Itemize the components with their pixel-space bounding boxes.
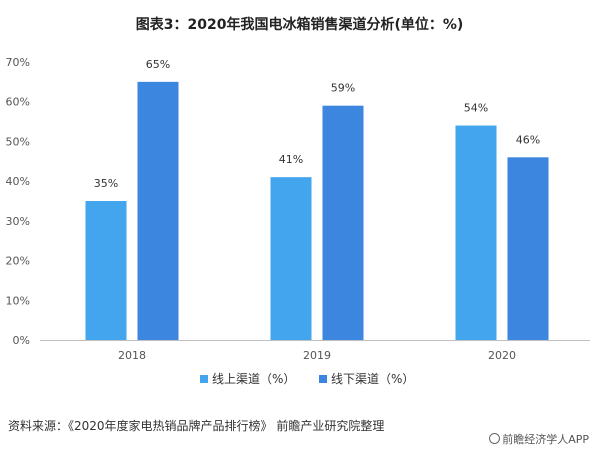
brand-logo-icon [489, 433, 501, 444]
source-note: 资料来源：《2020年度家电热销品牌产品排行榜》 前瞻产业研究院整理 [8, 419, 385, 433]
data-label: 41% [279, 153, 303, 166]
y-tick-label: 40% [6, 175, 30, 188]
bar-online-2018 [85, 201, 127, 340]
bar-offline-2019 [322, 105, 364, 340]
data-label: 35% [94, 177, 118, 190]
bar-online-2020 [455, 125, 497, 341]
x-tick-label: 2020 [488, 349, 516, 362]
y-tick-label: 10% [6, 294, 30, 307]
y-tick-label: 0% [13, 334, 30, 347]
y-tick-label: 60% [6, 96, 30, 109]
data-label: 65% [146, 58, 170, 71]
legend-swatch [200, 375, 208, 383]
bar-chart: 0% 10% 20% 30% 40% 50% 60% 70% 35% 41% 54% 65% 59% 4… [6, 56, 590, 386]
legend-label: 线上渠道（%） [212, 372, 295, 386]
y-tick-label: 30% [6, 215, 30, 228]
legend-swatch [319, 375, 327, 383]
bar-online-2019 [270, 177, 312, 340]
y-tick-label: 20% [6, 255, 30, 268]
brand-watermark: 前瞻经济学人APP [489, 431, 589, 447]
data-label: 54% [464, 102, 488, 115]
x-tick-label: 2018 [118, 349, 146, 362]
chart-title: 图表3：2020年我国电冰箱销售渠道分析(单位：%) [135, 17, 464, 33]
data-label: 46% [516, 133, 540, 146]
y-tick-label: 50% [6, 135, 30, 148]
legend-label: 线下渠道（%） [331, 372, 414, 386]
bar-offline-2020 [507, 157, 549, 340]
brand-label: 前瞻经济学人APP [502, 433, 589, 446]
x-tick-label: 2019 [303, 349, 331, 362]
y-tick-label: 70% [6, 56, 30, 69]
data-label: 59% [331, 82, 355, 95]
bar-offline-2018 [137, 81, 179, 340]
